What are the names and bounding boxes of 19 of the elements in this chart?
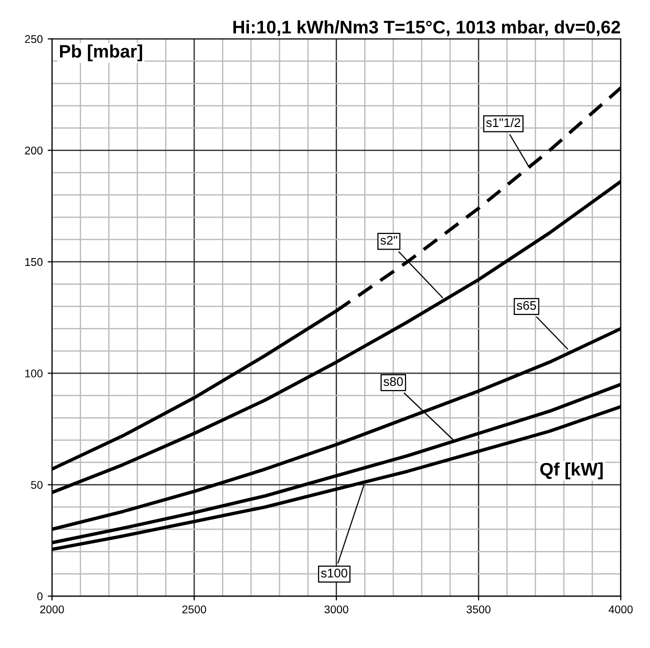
chart-title: Hi:10,1 kWh/Nm3 T=15°C, 1013 mbar, dv=0,62: [233, 20, 620, 36]
annotation: s1"1/2: [486, 118, 520, 128]
x-tick-label: 2500: [182, 605, 206, 614]
y-tick-label: 250: [24, 35, 43, 44]
y-tick-label: 0: [37, 592, 43, 600]
y-tick-label: 200: [24, 146, 43, 154]
x-tick-label: 2000: [40, 605, 64, 614]
y-axis-title: Pb [mbar]: [60, 44, 142, 62]
annotation: s80: [384, 377, 403, 386]
y-tick-label: 100: [25, 370, 43, 378]
y-tick-label: 150: [25, 258, 43, 266]
y-tick-label: 50: [31, 480, 43, 489]
annotation: s65: [516, 301, 536, 310]
annotation: s2": [380, 236, 398, 245]
x-tick-label: 4000: [608, 605, 633, 614]
x-axis-title: Qf [kW]: [540, 462, 603, 480]
annotation: s100: [321, 568, 348, 578]
x-tick-label: 3000: [324, 605, 348, 614]
x-tick-label: 3500: [466, 605, 490, 614]
